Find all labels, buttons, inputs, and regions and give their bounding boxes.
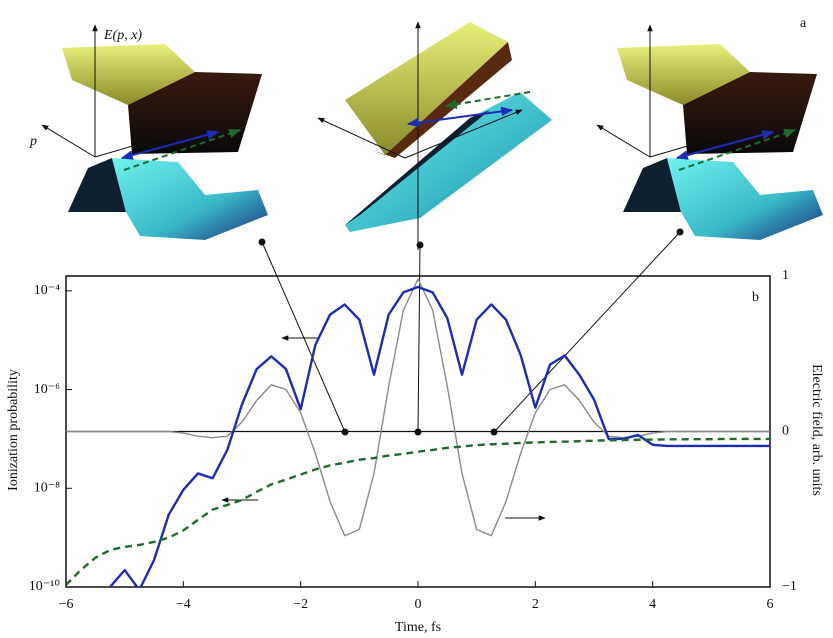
upper-band-edge bbox=[372, 42, 512, 158]
y-tick-label: 10⁻⁸ bbox=[34, 481, 60, 496]
y2-tick-label: −1 bbox=[782, 579, 797, 594]
connector bbox=[493, 231, 681, 433]
x-tick-label: −2 bbox=[293, 597, 308, 612]
band-panel bbox=[42, 25, 268, 240]
axis-p bbox=[317, 117, 406, 159]
y2-axis-label: Electric field, arb. units bbox=[809, 364, 824, 496]
x-tick-label: 4 bbox=[649, 597, 656, 612]
axis-name: E(p, x) bbox=[103, 28, 142, 43]
connector bbox=[417, 244, 421, 433]
y2-tick-label: 1 bbox=[782, 268, 789, 283]
panel-label: a bbox=[800, 16, 807, 31]
y-tick-label: 10⁻⁴ bbox=[34, 283, 60, 298]
axis-pointers bbox=[221, 335, 546, 521]
dot bbox=[416, 241, 424, 249]
x-tick-label: 0 bbox=[415, 597, 422, 612]
series-line bbox=[109, 285, 770, 587]
x-tick-label: −6 bbox=[59, 597, 74, 612]
y2-tick-label: 0 bbox=[782, 424, 789, 439]
x-axis-label: Time, fs bbox=[395, 620, 441, 635]
transition-arrow-dashed bbox=[444, 91, 531, 109]
upper-band bbox=[345, 22, 508, 155]
series-line bbox=[66, 278, 770, 537]
y-tick-label: 10⁻⁶ bbox=[34, 382, 60, 397]
axis-name: p bbox=[29, 134, 37, 149]
series-line bbox=[66, 437, 770, 586]
plot-area bbox=[66, 278, 770, 587]
panel-label: b bbox=[752, 290, 759, 305]
x-tick-label: −4 bbox=[176, 597, 191, 612]
band-panel-middle bbox=[317, 21, 552, 250]
x-tick-label: 6 bbox=[767, 597, 774, 612]
y-axis-label: Ionization probability bbox=[6, 369, 21, 491]
y-tick-label: 10⁻¹⁰ bbox=[29, 579, 61, 594]
dot bbox=[258, 238, 266, 246]
axis-name: x bbox=[139, 122, 147, 137]
dot bbox=[676, 228, 684, 236]
connectors bbox=[261, 231, 681, 433]
connector bbox=[261, 241, 346, 433]
x-tick-label: 2 bbox=[532, 597, 539, 612]
band-panel bbox=[597, 25, 823, 240]
transition-arrow bbox=[406, 106, 514, 128]
